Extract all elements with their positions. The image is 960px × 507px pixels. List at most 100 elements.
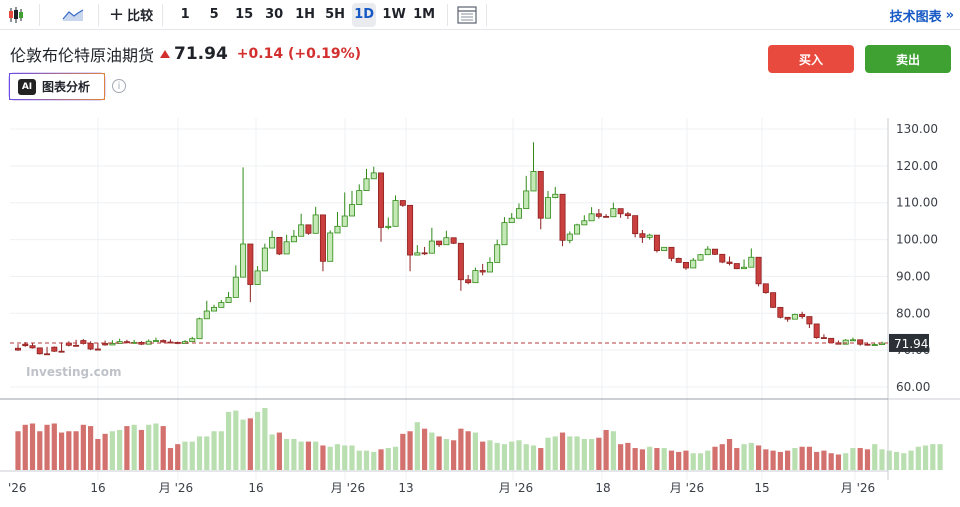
x-tick-label: 月 '26 [841, 481, 875, 495]
volume-bar [95, 439, 101, 470]
timeframe-1w[interactable]: 1W [382, 7, 406, 22]
volume-bar [661, 448, 667, 470]
timeframe-1min[interactable]: 1 [180, 7, 190, 22]
price-chart[interactable]: Investing.com 130.00 120.00 110.00 100.00 90… [0, 118, 960, 503]
timeframe-15min[interactable]: 15 [235, 7, 254, 22]
volume-bar [400, 433, 406, 470]
volume-bar [356, 450, 362, 470]
x-tick-label: '26 [8, 481, 27, 495]
timeframe-1m[interactable]: 1M [413, 7, 436, 22]
volume-bar [22, 424, 28, 470]
sell-button[interactable]: 卖出 [865, 45, 951, 73]
candle-body [813, 323, 820, 338]
volume-bar [80, 424, 86, 470]
volume-bar [639, 449, 646, 470]
candle-body [305, 224, 312, 234]
candle-body [421, 252, 428, 255]
y-tick-label: 90.00 [896, 269, 930, 283]
candle-body [51, 346, 58, 352]
candlestick-chart-icon[interactable] [5, 4, 27, 26]
volume-bar [596, 437, 602, 470]
candle-body [218, 302, 225, 308]
area-chart-icon[interactable] [62, 4, 84, 26]
volume-bar [51, 423, 57, 470]
volume-bar [632, 448, 638, 470]
candle-body [58, 350, 65, 353]
candle-body [465, 279, 472, 284]
volume-bar [29, 423, 36, 470]
volume-bar [385, 448, 391, 470]
candle-body [552, 193, 559, 198]
candle-body [123, 341, 130, 344]
volume-bar [835, 454, 842, 470]
technical-chart-link[interactable]: 技术图表» [889, 7, 954, 25]
volume-bar [349, 445, 355, 470]
volume-bar [233, 410, 239, 470]
volume-bar [748, 442, 754, 470]
candle-body [407, 204, 414, 256]
candle-body [632, 215, 639, 235]
volume-bar [697, 453, 704, 470]
candle-body [508, 217, 515, 224]
chart-toolbar: + 比较 1 5 15 30 1H 5H 1D 1W 1M 技术图表» [0, 0, 960, 30]
y-tick-label: 120.00 [896, 159, 938, 173]
volume-bar [741, 444, 747, 470]
timeframe-5h[interactable]: 5H [325, 7, 346, 22]
candle-body [14, 347, 21, 351]
candle-body [232, 276, 239, 298]
instrument-header: 伦敦布伦特原油期货 71.94 +0.14 (+0.19%) [10, 42, 361, 66]
candle-body [494, 244, 501, 263]
candle-body [341, 215, 348, 227]
candle-body [370, 172, 377, 180]
last-price: 71.94 [174, 44, 228, 64]
candle-body [211, 306, 218, 312]
candle-body [472, 270, 479, 284]
candle-body [247, 243, 254, 285]
timeframe-1h[interactable]: 1H [295, 7, 316, 22]
candle-body [102, 343, 109, 346]
candle-body [523, 190, 530, 210]
candlestick-chart: Investing.com 130.00 120.00 110.00 100.00 90… [0, 118, 960, 495]
volume-bar [189, 441, 195, 470]
volume-bar [785, 450, 791, 470]
candle-body [363, 178, 370, 191]
candle-body [327, 232, 334, 262]
volume-bar [153, 423, 159, 470]
candle-body [755, 256, 762, 285]
volume-bar [487, 440, 493, 470]
buy-button[interactable]: 买入 [768, 45, 854, 73]
candle-body [712, 248, 719, 255]
timeframe-5min[interactable]: 5 [209, 7, 219, 22]
compare-button[interactable]: + 比较 [109, 3, 154, 25]
timeframe-1d[interactable]: 1D [352, 2, 377, 27]
volume-bar [291, 439, 297, 470]
candle-body [436, 240, 443, 246]
x-tick-label: 16 [248, 481, 263, 495]
volume-bar [559, 432, 566, 470]
volume-bar [342, 445, 348, 470]
candle-body [559, 193, 566, 241]
volume-bar [574, 436, 580, 470]
volume-bar [668, 450, 675, 470]
candle-body [820, 337, 827, 339]
candle-body [160, 340, 167, 343]
candle-body [378, 172, 385, 228]
candle-body [261, 247, 268, 272]
info-icon[interactable]: i [112, 79, 126, 93]
x-tick-label: 月 '26 [499, 481, 533, 495]
candle-body [80, 340, 87, 344]
candle-body [225, 297, 232, 303]
timeframe-30min[interactable]: 30 [265, 7, 284, 22]
candle-body [298, 224, 305, 237]
volume-bar [647, 446, 653, 470]
volume-bar [821, 450, 827, 470]
double-chevron-right-icon: » [945, 7, 954, 23]
volume-bar [480, 441, 486, 470]
volume-bar [109, 431, 115, 470]
volume-bar [204, 436, 210, 470]
volume-bar [893, 451, 900, 470]
volume-bar [443, 439, 449, 470]
ai-chart-analysis-button[interactable]: AI 图表分析 [9, 73, 105, 100]
candle-body [348, 204, 355, 217]
data-table-icon[interactable] [456, 4, 478, 26]
